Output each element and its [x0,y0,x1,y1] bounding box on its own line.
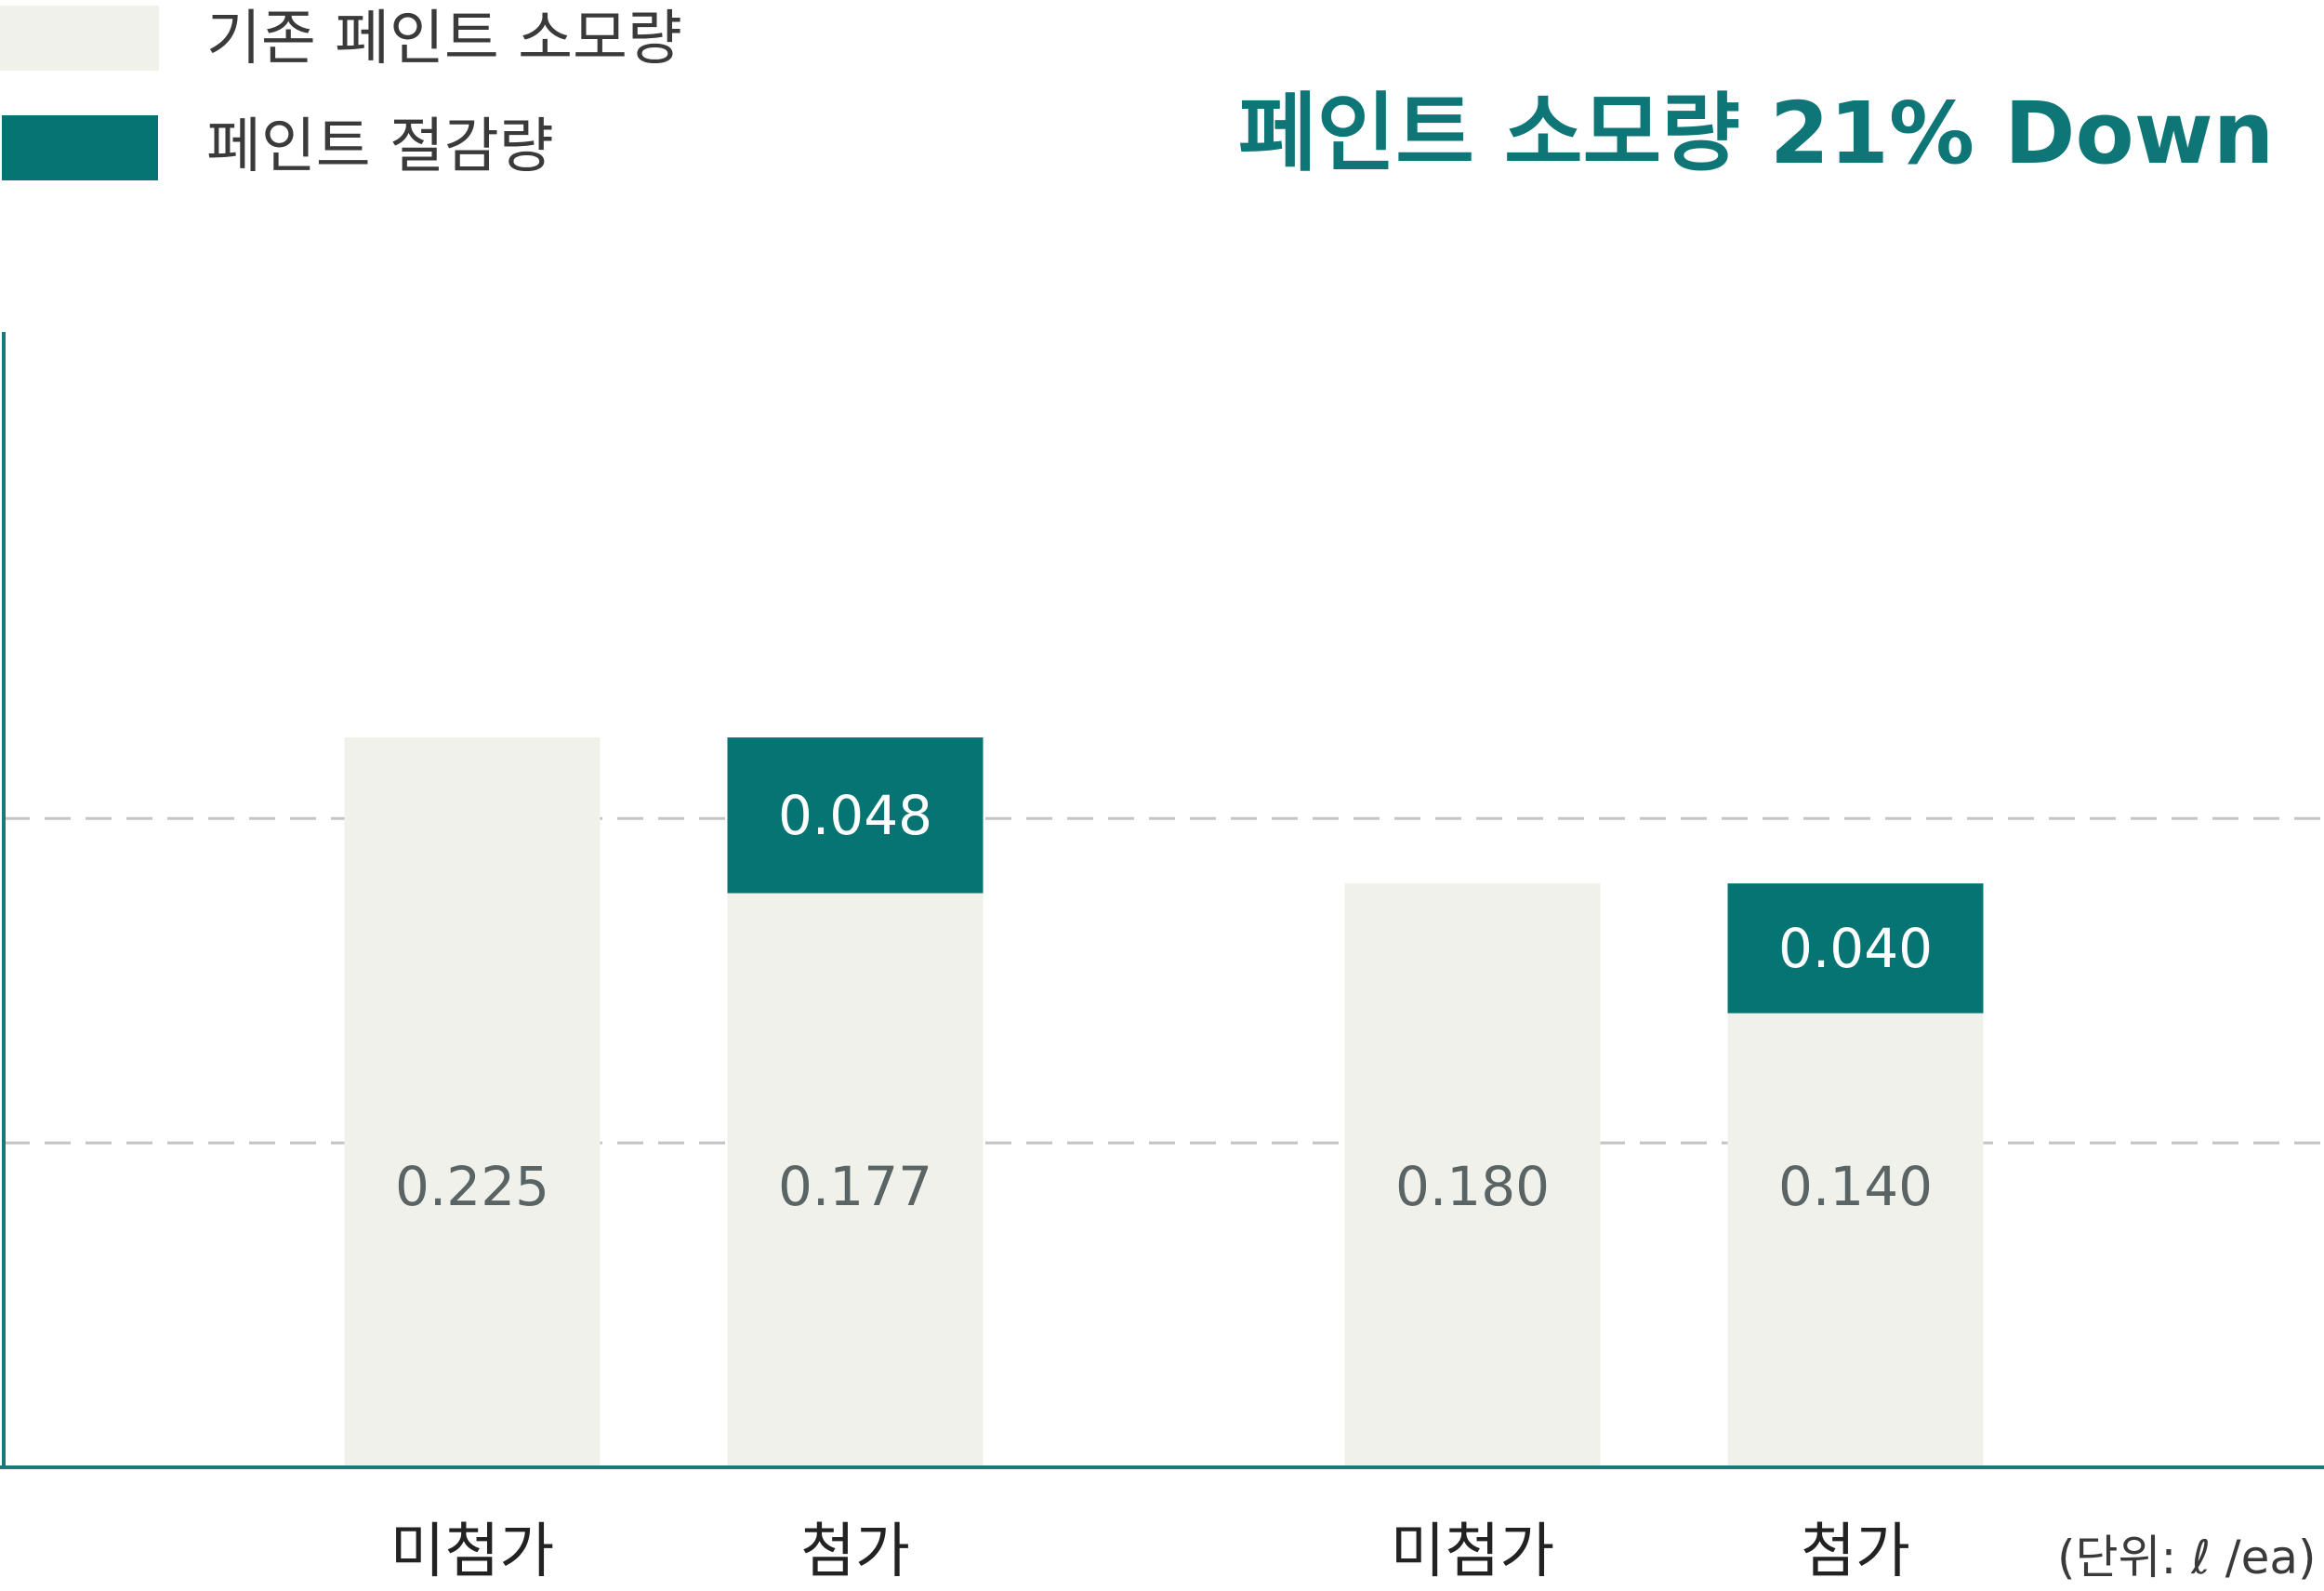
data-label-saving-1: 0.048 [778,784,932,847]
chart-headline: 페인트 소모량 21% Down [1238,84,2275,183]
bar-saving-3 [1727,883,1984,1014]
unit-note: (단위: ℓ /ea) [2057,1531,2317,1584]
bar-base-3 [1727,1013,1984,1467]
category-label-3: 첨가 [1801,1518,1910,1586]
data-label-base-2: 0.180 [1395,1155,1550,1218]
bar-base-0 [344,737,601,1467]
data-label-base-3: 0.140 [1778,1155,1933,1218]
legend-label-base: 기존 페인트 소모량 [206,5,682,73]
data-label-saving-3: 0.040 [1778,917,1933,980]
legend-label-saving: 페인트 절감량 [206,113,554,181]
category-label-1: 첨가 [800,1518,910,1586]
bar-base-2 [1344,883,1601,1467]
bar-base-1 [727,893,984,1467]
category-label-2: 미첨가 [1391,1518,1555,1586]
bar-saving-1 [727,737,984,894]
data-label-base-1: 0.177 [778,1155,932,1218]
data-label-base-0: 0.225 [395,1155,549,1218]
category-label-0: 미첨가 [390,1518,555,1586]
legend-swatch-saving [2,115,158,180]
legend-swatch-base [0,6,159,71]
